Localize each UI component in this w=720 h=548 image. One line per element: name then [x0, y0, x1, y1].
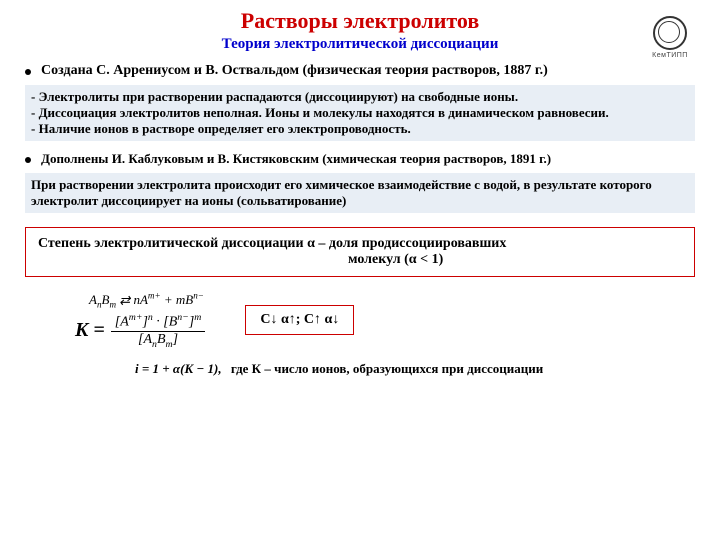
i-formula: i = 1 + α(K − 1),: [135, 361, 222, 376]
denominator: [AnBm]: [111, 332, 206, 350]
bullet2-text: Дополнены И. Каблуковым и В. Кистяковски…: [41, 151, 551, 167]
concentration-relation-box: С↓ α↑; С↑ α↓: [245, 305, 354, 335]
formula-section: AnBm ⇄ nAm+ + mBn− K = [Am+]n · [Bn−]m […: [25, 291, 695, 349]
k-label: K =: [75, 319, 105, 342]
bullet-item-2: Дополнены И. Каблуковым и В. Кистяковски…: [25, 151, 695, 167]
definition-box: Степень электролитической диссоциации α …: [25, 227, 695, 277]
content-area: Создана С. Аррениусом и В. Оствальдом (ф…: [0, 63, 720, 377]
page-subtitle: Теория электролитической диссоциации: [0, 36, 720, 53]
box1-line: - Наличие ионов в растворе определяет ег…: [31, 121, 689, 137]
bullet-icon: [25, 69, 31, 75]
vant-hoff-formula: i = 1 + α(K − 1), где К – число ионов, о…: [25, 361, 695, 377]
redbox-line2: молекул (α < 1): [38, 252, 682, 268]
box2-text: При растворении электролита происходит е…: [31, 177, 689, 209]
page-title: Растворы электролитов: [0, 8, 720, 34]
logo-text: КемТИПП: [640, 52, 700, 59]
dissociation-equation: AnBm ⇄ nAm+ + mBn−: [75, 291, 205, 310]
box1-line: - Электролиты при растворении распадаютс…: [31, 89, 689, 105]
box1-line: - Диссоциация электролитов неполная. Ион…: [31, 105, 689, 121]
theory-box-2: При растворении электролита происходит е…: [25, 173, 695, 213]
redbox-line1: Степень электролитической диссоциации α …: [38, 236, 682, 252]
i-formula-note: где К – число ионов, образующихся при ди…: [231, 361, 543, 376]
bullet-item-1: Создана С. Аррениусом и В. Оствальдом (ф…: [25, 63, 695, 79]
numerator: [Am+]n · [Bn−]m: [111, 312, 206, 332]
fraction: [Am+]n · [Bn−]m [AnBm]: [111, 312, 206, 349]
equilibrium-formula: AnBm ⇄ nAm+ + mBn− K = [Am+]n · [Bn−]m […: [75, 291, 205, 349]
bullet1-text: Создана С. Аррениусом и В. Оствальдом (ф…: [41, 63, 548, 79]
theory-box-1: - Электролиты при растворении распадаютс…: [25, 85, 695, 141]
bullet-icon: [25, 157, 31, 163]
institution-logo: КемТИПП: [640, 16, 700, 56]
